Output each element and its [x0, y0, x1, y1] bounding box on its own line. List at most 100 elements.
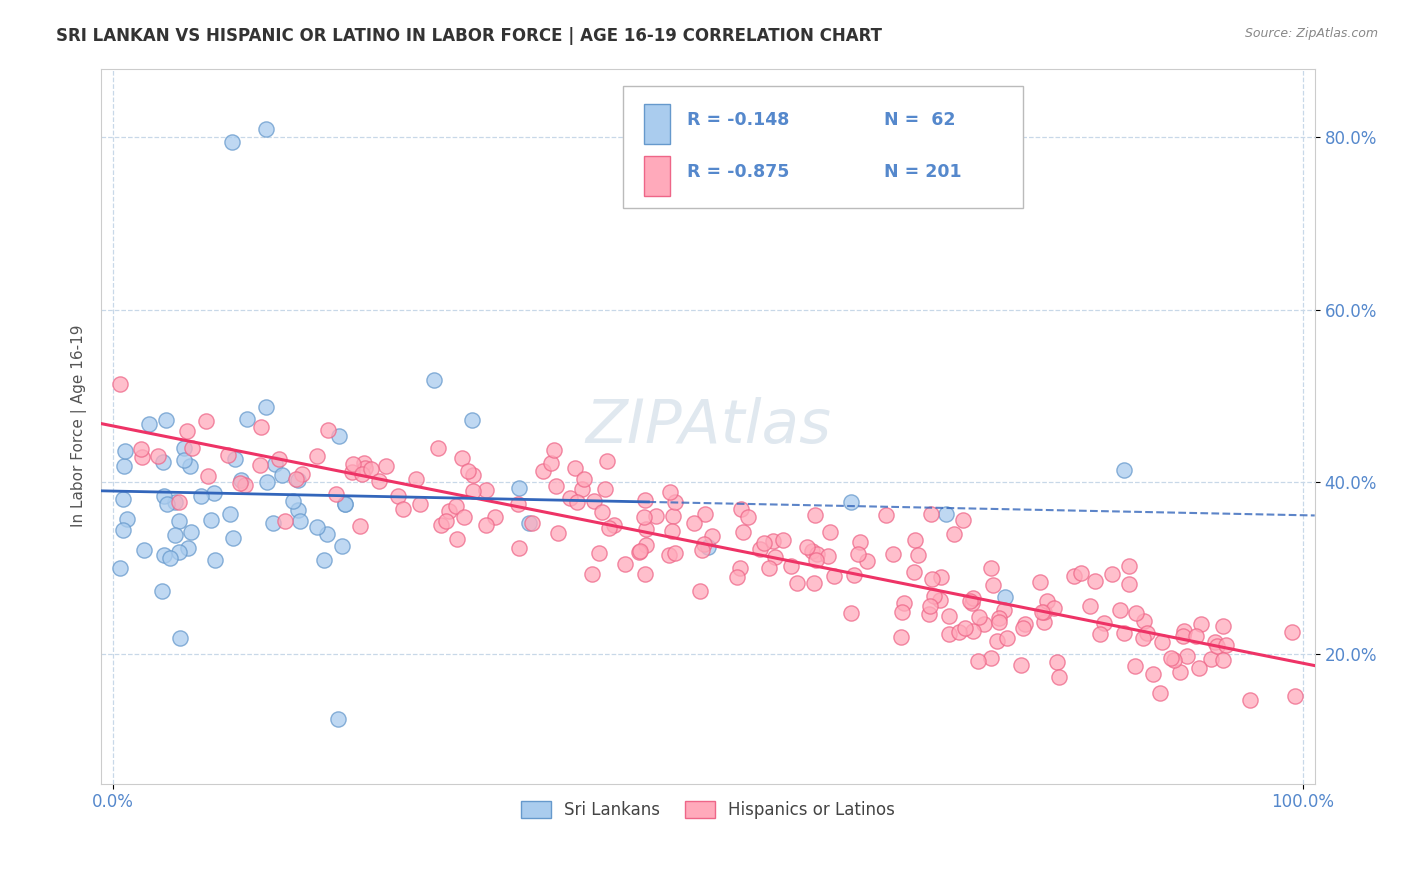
Text: ZIPAtlas: ZIPAtlas — [585, 397, 831, 456]
Point — [986, 634, 1008, 648]
Point — [918, 607, 941, 621]
Point — [943, 527, 966, 541]
Point — [1212, 653, 1234, 667]
Point — [1063, 569, 1085, 583]
Point — [1239, 693, 1261, 707]
Point — [180, 524, 202, 539]
Point — [457, 464, 479, 478]
Point — [938, 609, 960, 624]
Point — [152, 489, 174, 503]
Point — [190, 489, 212, 503]
Point — [176, 424, 198, 438]
Point — [856, 554, 879, 568]
Point — [903, 533, 925, 547]
Point — [962, 591, 984, 606]
Point — [169, 514, 191, 528]
Point — [844, 567, 866, 582]
Point — [683, 516, 706, 530]
Point — [264, 457, 287, 471]
Point — [1188, 661, 1211, 675]
Point — [508, 481, 530, 495]
Point — [598, 521, 620, 535]
Point — [316, 423, 339, 437]
Point — [405, 472, 427, 486]
Point — [920, 599, 942, 613]
Point — [806, 547, 828, 561]
Point — [156, 497, 179, 511]
Point — [235, 412, 257, 426]
Point — [204, 553, 226, 567]
Point — [817, 549, 839, 564]
Point — [952, 513, 974, 527]
Point — [180, 441, 202, 455]
Point — [1163, 653, 1185, 667]
Point — [627, 544, 650, 558]
Point — [796, 540, 818, 554]
Point — [987, 611, 1010, 625]
Point — [233, 477, 256, 491]
Point — [1199, 652, 1222, 666]
Text: R = -0.875: R = -0.875 — [688, 163, 790, 181]
Point — [1142, 667, 1164, 681]
Point — [249, 458, 271, 472]
Point — [159, 550, 181, 565]
Text: R = -0.148: R = -0.148 — [688, 111, 790, 129]
Point — [1084, 574, 1107, 589]
Point — [173, 442, 195, 456]
Point — [461, 484, 484, 499]
Point — [131, 442, 153, 456]
Point — [287, 473, 309, 487]
Point — [935, 507, 957, 521]
Point — [582, 494, 605, 508]
Point — [921, 572, 943, 586]
Point — [305, 519, 328, 533]
Point — [108, 377, 131, 392]
FancyBboxPatch shape — [623, 87, 1024, 208]
Point — [519, 516, 541, 530]
Point — [849, 535, 872, 549]
Point — [138, 417, 160, 431]
Point — [1094, 616, 1116, 631]
Point — [1112, 625, 1135, 640]
Point — [217, 448, 239, 462]
Point — [820, 525, 842, 540]
Point — [973, 616, 995, 631]
Legend: Sri Lankans, Hispanics or Latinos: Sri Lankans, Hispanics or Latinos — [515, 794, 901, 825]
Point — [224, 451, 246, 466]
Point — [446, 532, 468, 546]
Point — [163, 528, 186, 542]
Point — [453, 509, 475, 524]
Point — [461, 467, 484, 482]
Point — [115, 512, 138, 526]
Point — [695, 507, 717, 521]
Point — [1136, 626, 1159, 640]
Point — [1114, 462, 1136, 476]
Point — [281, 494, 304, 508]
Point — [1036, 594, 1059, 608]
Point — [697, 540, 720, 554]
Point — [231, 473, 253, 487]
Point — [882, 547, 904, 561]
Point — [194, 414, 217, 428]
Point — [352, 467, 374, 481]
Point — [1078, 599, 1101, 614]
Point — [804, 552, 827, 566]
Point — [179, 458, 201, 473]
Point — [146, 449, 169, 463]
Point — [564, 460, 586, 475]
Point — [772, 533, 794, 547]
Point — [636, 538, 658, 552]
Point — [966, 654, 988, 668]
Point — [596, 454, 619, 468]
Point — [659, 484, 682, 499]
Point — [1133, 615, 1156, 629]
Point — [221, 135, 243, 149]
Point — [1125, 659, 1147, 673]
Point — [890, 630, 912, 644]
Point — [955, 621, 977, 635]
Point — [426, 441, 449, 455]
Point — [176, 541, 198, 555]
Point — [163, 495, 186, 509]
Point — [1109, 603, 1132, 617]
Point — [839, 495, 862, 509]
